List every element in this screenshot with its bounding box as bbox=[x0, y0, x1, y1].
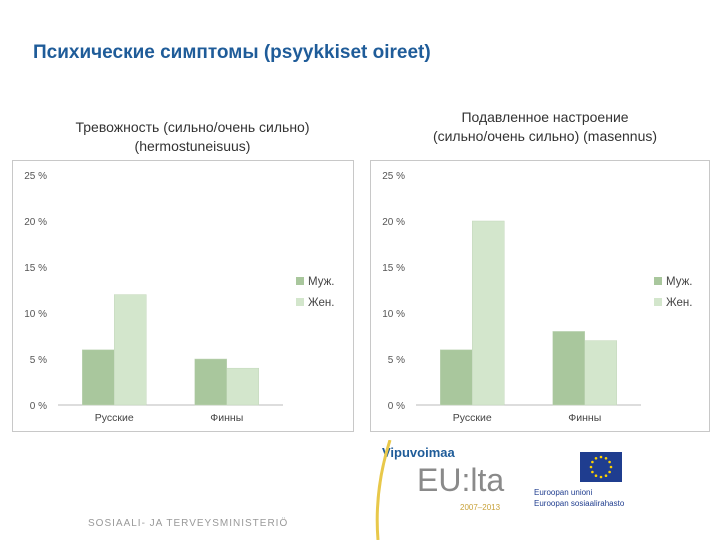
chart1-category-label: Финны bbox=[210, 412, 243, 424]
chart1-legend-swatch bbox=[296, 298, 304, 306]
chart2-ytick-label: 0 % bbox=[388, 401, 405, 412]
chart1-ytick-label: 5 % bbox=[30, 355, 47, 366]
chart2-bar-men bbox=[552, 331, 585, 406]
chart2-bar-women bbox=[472, 220, 505, 406]
logo-swoosh-icon bbox=[375, 440, 392, 540]
chart1-title-line2: (hermostuneisuus) bbox=[134, 138, 251, 154]
chart1-legend-label: Жен. bbox=[308, 297, 334, 309]
chart1-ytick-label: 15 % bbox=[24, 263, 47, 274]
chart1-ytick-label: 10 % bbox=[24, 309, 47, 320]
chart2-legend-label: Жен. bbox=[666, 297, 692, 309]
logo-years: 2007–2013 bbox=[460, 503, 501, 512]
chart2-ytick-label: 25 % bbox=[382, 171, 405, 182]
ministry-footer: SOSIAALI- JA TERVEYSMINISTERIÖ bbox=[88, 518, 289, 529]
chart2-ytick-label: 5 % bbox=[388, 355, 405, 366]
eu-flag-icon bbox=[580, 452, 622, 482]
chart1-ytick-label: 25 % bbox=[24, 171, 47, 182]
chart1-svg: 0 % 5 % 10 % 15 % 20 % 25 % Русские Финны Муж. Же… bbox=[24, 171, 334, 424]
chart1-frame: 0 % 5 % 10 % 15 % 20 % 25 % Русские Финны Муж. Же… bbox=[12, 160, 354, 432]
chart2-legend-swatch bbox=[654, 277, 662, 285]
chart1-title: Тревожность (сильно/очень сильно) (hermo… bbox=[20, 118, 365, 156]
chart2-title: Подавленное настроение (сильно/очень сил… bbox=[375, 108, 715, 146]
eu-label-line2: Euroopan sosiaalirahasto bbox=[534, 499, 625, 508]
vipuvoimaa-logo-text: Vipuvoimaa bbox=[382, 445, 455, 460]
chart1-category-label: Русские bbox=[95, 412, 134, 424]
chart1-bar-women bbox=[226, 367, 259, 406]
chart2-ytick-label: 10 % bbox=[382, 309, 405, 320]
chart2-bar-women bbox=[584, 340, 617, 406]
chart1-bar-men bbox=[82, 349, 115, 406]
chart2-category-label: Финны bbox=[568, 412, 601, 424]
chart2-svg: 0 % 5 % 10 % 15 % 20 % 25 % Русские Финны Муж. Же… bbox=[382, 171, 692, 424]
chart2-title-line1: Подавленное настроение bbox=[461, 109, 629, 125]
eu-label-line1: Euroopan unioni bbox=[534, 488, 593, 497]
chart1-ytick-label: 0 % bbox=[30, 401, 47, 412]
chart2-frame: 0 % 5 % 10 % 15 % 20 % 25 % Русские Финны Муж. Же… bbox=[370, 160, 710, 432]
eulta-logo-text: EU:lta bbox=[417, 462, 505, 498]
chart2-legend-label: Муж. bbox=[666, 276, 692, 288]
chart2-bar-men bbox=[440, 349, 473, 406]
chart1-bar-women bbox=[114, 294, 147, 406]
chart2-legend-swatch bbox=[654, 298, 662, 306]
chart1-title-line1: Тревожность (сильно/очень сильно) bbox=[75, 119, 310, 135]
page-title: Психические симптомы (psyykkiset oireet) bbox=[33, 42, 431, 63]
chart2-ytick-label: 15 % bbox=[382, 263, 405, 274]
chart2-ytick-label: 20 % bbox=[382, 217, 405, 228]
chart2-category-label: Русские bbox=[453, 412, 492, 424]
chart1-legend-swatch bbox=[296, 277, 304, 285]
chart1-bar-men bbox=[194, 358, 227, 406]
chart1-legend-label: Муж. bbox=[308, 276, 334, 288]
chart1-ytick-label: 20 % bbox=[24, 217, 47, 228]
chart2-title-line2: (сильно/очень сильно) (masennus) bbox=[432, 128, 658, 144]
